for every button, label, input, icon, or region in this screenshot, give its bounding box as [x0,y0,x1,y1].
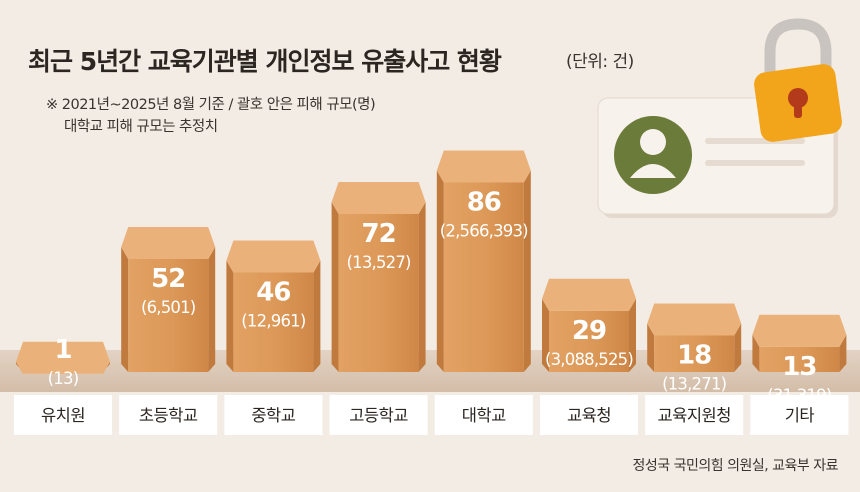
category-label-text: 대학교 [462,406,506,425]
bar-victims-label: (12,961) [241,312,306,331]
category-label-box [224,395,323,435]
bar-6: 18 (13,271) [647,303,742,394]
bar-left-face [436,170,444,372]
category-label-text: 교육청 [567,406,611,425]
bar-victims-label: (6,501) [141,298,196,317]
category-label-box [329,395,428,435]
bar-top-cap [226,240,321,273]
note-line-1: ※ 2021년~2025년 8월 기준 / 괄호 안은 피해 규모(명) [46,97,376,113]
id-card-with-padlock-icon [597,18,842,218]
bar-top-cap [331,182,426,214]
category-label-0: 유치원 [14,395,112,435]
bar-left-face [331,202,339,372]
bar-value-label: 72 [362,219,396,249]
category-label-3: 고등학교 [329,395,428,435]
category-label-text: 초등학교 [139,406,198,425]
bar-front-face [338,214,419,372]
category-label-box [434,395,533,435]
category-label-7: 기타 [750,395,849,435]
category-label-4: 대학교 [434,395,533,435]
bar-value-label: 46 [256,278,290,308]
category-label-text: 중학교 [251,406,295,425]
category-label-text: 교육지원청 [657,406,730,425]
category-labels-layer: 유치원 초등학교 중학교 고등학교 대학교 교육청 교육지원청 기타 [14,395,849,435]
source-credit: 정성국 국민의힘 의원실, 교육부 자료 [632,458,839,474]
bar-left-face [752,334,760,372]
bar-right-face [523,170,531,372]
bar-front-face [233,272,314,372]
bar-top-cap [647,303,742,336]
bar-value-label: 13 [782,352,816,382]
category-label-box [645,395,744,435]
bar-value-label: 29 [572,316,606,346]
bar-0: 1 (13) [16,335,110,388]
bar-value-label: 86 [467,188,501,218]
bar-left-face [542,298,549,372]
bar-value-label: 18 [677,341,711,371]
bar-left-face [647,323,655,372]
bar-victims-label: (13,271) [662,375,727,394]
bar-right-face [734,323,742,372]
bar-right-face [629,298,636,372]
bar-1: 52 (6,501) [121,227,216,372]
bar-top-cap [436,150,531,183]
bar-front-face [654,335,735,372]
category-label-text: 유치원 [41,406,85,425]
bar-2: 46 (12,961) [226,240,321,372]
chart-title: 최근 5년간 교육기관별 개인정보 유출사고 현황 [28,47,502,76]
unit-label: (단위: 건) [566,52,634,72]
bar-3: 72 (13,527) [331,182,426,372]
bars-layer: 1 (13) 52 (6,501) 46 (12,961) 72 (13,527) 86 (2,5… [16,150,847,405]
bar-value-label: 1 [54,335,71,365]
category-label-box [14,395,112,435]
bar-victims-label: (2,566,393) [440,222,528,241]
bar-front-face [128,259,209,372]
category-label-box [750,395,849,435]
bar-top-cap [121,227,216,259]
bar-right-face [208,247,216,372]
bar-5: 29 (3,088,525) [542,278,636,372]
bar-victims-label: (13) [48,369,79,388]
bar-top-cap [752,314,847,347]
bar-left-face [226,260,234,372]
category-label-text: 기타 [785,406,815,425]
bar-right-face [418,202,426,372]
bar-victims-label: (3,088,525) [545,350,633,369]
bar-top-cap [16,341,110,374]
padlock-shackle [764,18,832,86]
bar-victims-label: (13,527) [346,253,411,272]
note-line-2: 대학교 피해 규모는 추정치 [64,119,218,135]
category-label-2: 중학교 [224,395,323,435]
bar-left-face [121,247,129,372]
bar-4: 86 (2,566,393) [436,150,531,372]
bar-front-face [759,346,840,372]
category-label-6: 교육지원청 [645,395,744,435]
bar-front-face [549,310,629,372]
bar-top-cap [542,278,636,311]
category-label-text: 고등학교 [349,406,408,425]
category-label-1: 초등학교 [119,395,218,435]
bar-front-face [443,182,524,372]
bar-value-label: 52 [151,264,185,294]
category-label-5: 교육청 [540,395,638,435]
bar-right-face [839,334,847,372]
category-label-box [119,395,218,435]
bar-right-face [313,260,321,372]
category-label-box [540,395,638,435]
